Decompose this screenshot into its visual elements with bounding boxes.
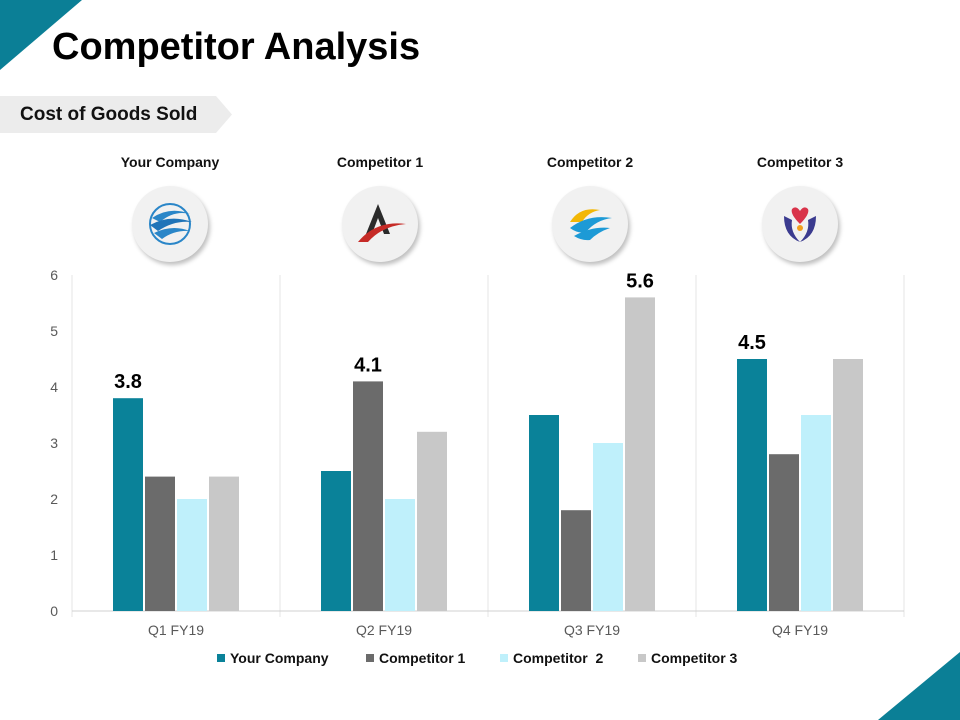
company-header-competitor-1: Competitor 1 <box>280 154 480 262</box>
competitor-3-logo <box>762 186 838 262</box>
sun-wave-icon <box>570 209 612 241</box>
company-header-competitor-2: Competitor 2 <box>490 154 690 262</box>
y-tick-label: 6 <box>50 267 58 283</box>
company-name: Competitor 3 <box>756 154 844 170</box>
legend-label: Your Company <box>230 650 329 666</box>
bar-q1-fy19-your-company <box>113 398 143 611</box>
y-tick-label: 5 <box>50 323 58 339</box>
bar-q1-fy19-competitor-2 <box>177 499 207 611</box>
bar-q3-fy19-your-company <box>529 415 559 611</box>
legend-item-competitor-3: Competitor 3 <box>638 650 737 666</box>
y-tick-label: 4 <box>50 379 58 395</box>
x-tick-label: Q1 FY19 <box>148 622 204 638</box>
bar-q2-fy19-your-company <box>321 471 351 611</box>
legend-swatch <box>217 654 225 662</box>
legend-label: Competitor 3 <box>651 650 738 666</box>
x-tick-label: Q4 FY19 <box>772 622 828 638</box>
section-tag-label: Cost of Goods Sold <box>20 104 198 125</box>
legend-item-competitor-2: Competitor 2 <box>500 650 603 666</box>
y-tick-label: 3 <box>50 435 58 451</box>
legend-swatch <box>500 654 508 662</box>
y-tick-label: 0 <box>50 603 58 619</box>
company-name: Your Company <box>120 154 220 170</box>
company-header-competitor-3: Competitor 3 <box>700 154 900 262</box>
page-title: Competitor Analysis <box>52 26 421 68</box>
legend-swatch <box>366 654 374 662</box>
data-label: 5.6 <box>626 270 654 292</box>
data-label: 3.8 <box>114 371 142 393</box>
your-company-logo <box>132 186 208 262</box>
bar-q1-fy19-competitor-3 <box>209 476 239 611</box>
legend-label: Competitor 1 <box>379 650 466 666</box>
bar-q3-fy19-competitor-1 <box>561 510 591 611</box>
bar-q4-fy19-competitor-1 <box>769 454 799 611</box>
company-header-your-company: Your Company <box>70 154 270 262</box>
wave-swirl-icon <box>149 203 192 245</box>
y-tick-label: 2 <box>50 491 58 507</box>
top-left-accent-triangle <box>0 0 82 70</box>
company-name: Competitor 2 <box>546 154 634 170</box>
bar-q4-fy19-competitor-3 <box>833 359 863 611</box>
bottom-right-accent-triangle <box>878 652 960 720</box>
bar-q3-fy19-competitor-2 <box>593 443 623 611</box>
y-tick-label: 1 <box>50 547 58 563</box>
legend-swatch <box>638 654 646 662</box>
legend-item-your-company: Your Company <box>217 650 329 666</box>
competitor-1-logo <box>342 186 418 262</box>
chart-legend: Your Company Competitor 1 Competitor 2 C… <box>0 650 960 670</box>
arrow-a-icon <box>358 204 406 242</box>
section-tag-background <box>0 96 232 133</box>
bar-q2-fy19-competitor-3 <box>417 431 447 611</box>
bar-q4-fy19-your-company <box>737 359 767 611</box>
data-label: 4.1 <box>354 354 382 376</box>
bar-q2-fy19-competitor-2 <box>385 499 415 611</box>
data-label: 4.5 <box>738 332 766 354</box>
legend-item-competitor-1: Competitor 1 <box>366 650 465 666</box>
bar-q3-fy19-competitor-3 <box>625 297 655 611</box>
bar-q4-fy19-competitor-2 <box>801 415 831 611</box>
bar-q2-fy19-competitor-1 <box>353 381 383 611</box>
legend-label: Competitor 2 <box>513 650 604 666</box>
heart-hands-icon <box>784 207 816 242</box>
x-tick-label: Q3 FY19 <box>564 622 620 638</box>
competitor-2-logo <box>552 186 628 262</box>
bar-q1-fy19-competitor-1 <box>145 476 175 611</box>
company-name: Competitor 1 <box>336 154 424 170</box>
x-tick-label: Q2 FY19 <box>356 622 412 638</box>
